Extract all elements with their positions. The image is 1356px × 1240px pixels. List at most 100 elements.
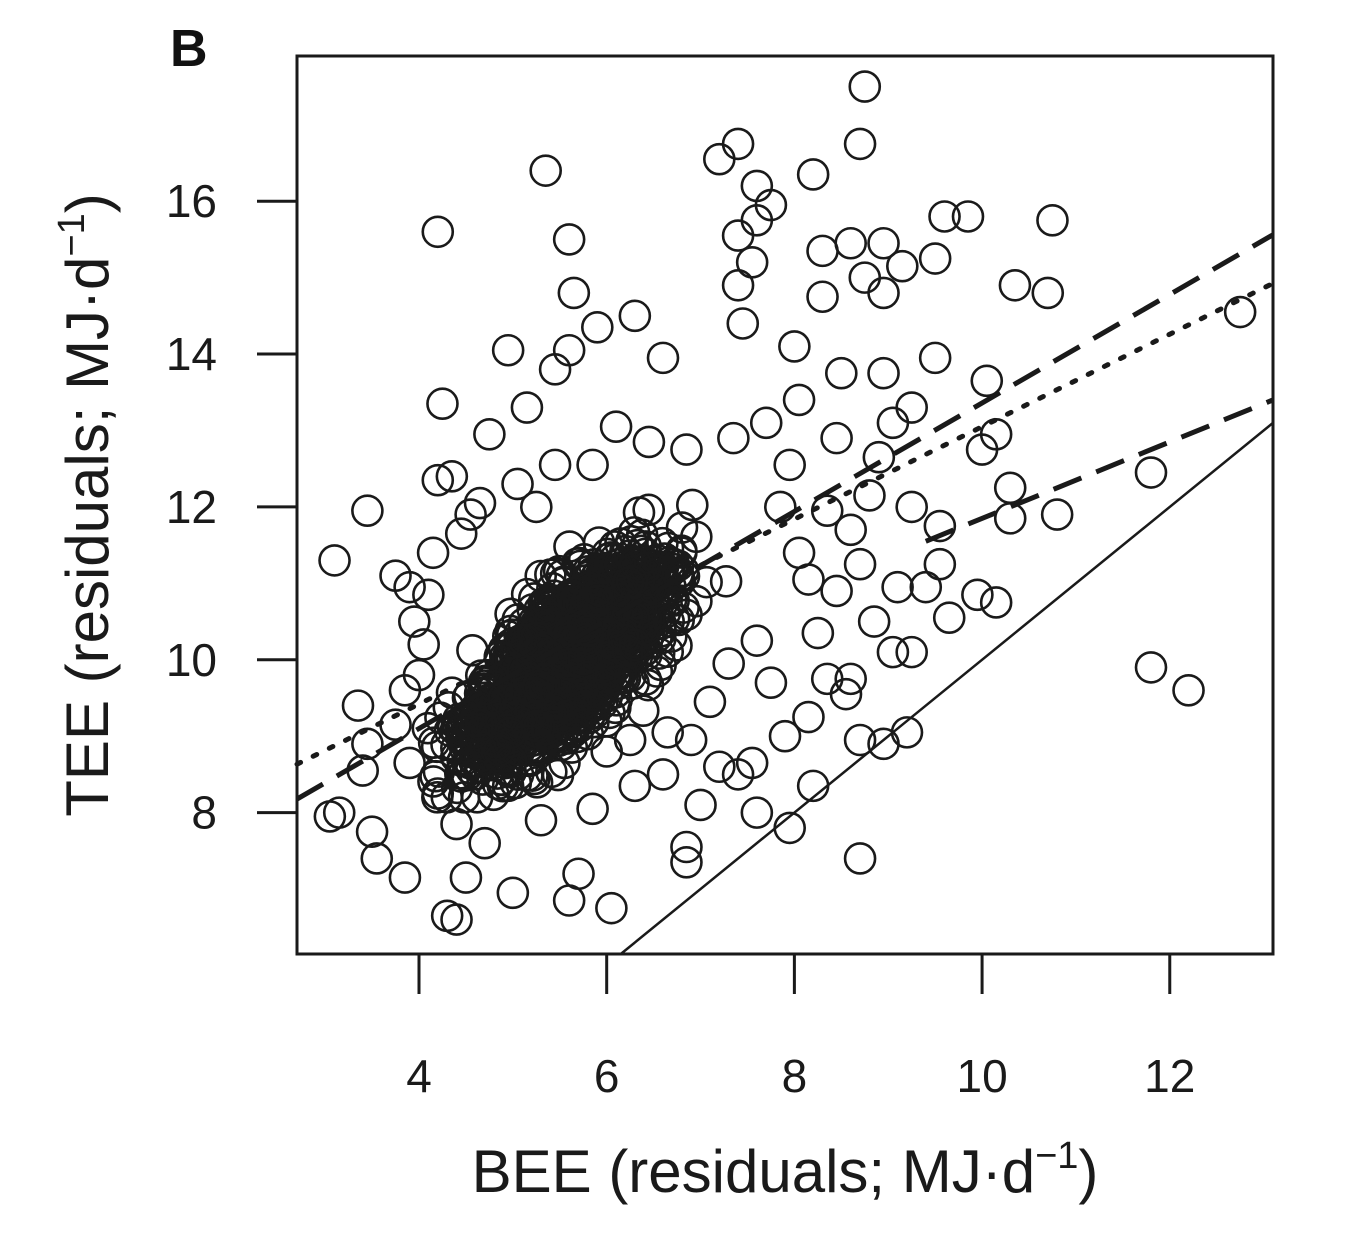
scatter-point xyxy=(834,513,867,547)
reference-line-solid xyxy=(619,421,1274,955)
scatter-point xyxy=(754,666,788,699)
x-axis: 4 6 8 10 12 xyxy=(406,954,1195,1102)
y-tick-label: 8 xyxy=(191,787,217,839)
scatter-point xyxy=(778,330,811,363)
scatter-point xyxy=(322,796,356,829)
scatter-point xyxy=(393,570,426,604)
scatter-point xyxy=(1036,204,1069,237)
scatter-point xyxy=(670,845,703,879)
scatter-point xyxy=(853,479,886,512)
scatter-point xyxy=(951,200,985,233)
scatter-point xyxy=(568,686,601,720)
scatter-point xyxy=(599,410,633,443)
scatter-point xyxy=(674,723,708,757)
scatter-point xyxy=(721,219,755,252)
scatter-point xyxy=(529,154,562,187)
scatter-point xyxy=(867,226,900,260)
scatter-point xyxy=(595,891,628,925)
scatter-point xyxy=(735,246,769,279)
scatter-point xyxy=(881,570,914,604)
y-tick-label: 10 xyxy=(166,634,217,686)
scatter-point xyxy=(440,903,473,936)
reference-lines xyxy=(294,232,1276,955)
scatter-point xyxy=(848,261,882,294)
scatter-point xyxy=(388,861,422,894)
scatter-point xyxy=(703,750,736,784)
scatter-point xyxy=(676,488,709,522)
scatter-point xyxy=(801,616,835,650)
scatter-point xyxy=(867,727,900,761)
scatter-point xyxy=(918,341,952,375)
scatter-point xyxy=(587,551,621,585)
scatter-point xyxy=(796,158,830,191)
scatter-point xyxy=(411,711,445,745)
scatter-point xyxy=(496,876,530,910)
scatter-point xyxy=(909,570,943,604)
scatter-point xyxy=(537,579,571,612)
scatter-point xyxy=(545,701,579,735)
dense-point-cloud xyxy=(411,488,743,814)
scatter-point xyxy=(646,758,680,791)
scatter-point xyxy=(1223,295,1257,329)
scatter-point xyxy=(773,448,806,482)
scatter-point xyxy=(965,433,999,466)
scatter-point xyxy=(532,588,566,622)
scatter-point xyxy=(928,200,961,233)
scatter-point xyxy=(552,223,586,256)
scatter-point xyxy=(843,127,877,161)
scatter-point xyxy=(961,578,994,612)
scatter-point xyxy=(626,694,660,728)
scatter-point xyxy=(703,142,736,176)
scatter-point xyxy=(449,861,483,894)
scatter-point xyxy=(923,547,957,581)
scatter-point xyxy=(886,249,919,283)
scatter-point xyxy=(398,605,431,638)
scatter-point xyxy=(1134,456,1168,489)
scatter-point xyxy=(651,531,685,565)
scatter-point xyxy=(341,689,375,722)
scatter-point xyxy=(529,585,563,619)
scatter-point xyxy=(524,803,558,837)
scatter-point xyxy=(521,669,555,703)
scatter-point xyxy=(571,625,604,658)
scatter-point xyxy=(749,406,783,440)
scatter-point xyxy=(590,735,623,768)
y-tick-label: 12 xyxy=(166,481,217,533)
scatter-point xyxy=(876,406,910,440)
scatter-point xyxy=(501,467,534,501)
scatter-point xyxy=(721,268,755,302)
scatter-point xyxy=(538,353,572,386)
scatter-point xyxy=(572,660,605,694)
scatter-point xyxy=(550,722,584,755)
scatter-point xyxy=(491,333,525,367)
scatter-point xyxy=(806,280,839,314)
x-tick-label: 4 xyxy=(406,1050,432,1102)
scatter-point xyxy=(548,746,581,780)
scatter-point xyxy=(970,364,1004,398)
scatter-point xyxy=(510,391,544,424)
scatter-point xyxy=(740,796,774,829)
scatter-point xyxy=(693,685,727,719)
scatter-point xyxy=(923,509,957,543)
scatter-point xyxy=(895,490,928,524)
scatter-point xyxy=(557,276,591,310)
scatter-point xyxy=(782,383,816,417)
scatter-point xyxy=(421,777,455,810)
scatter-point xyxy=(895,635,928,669)
scatter-point xyxy=(435,460,469,493)
scatter-point xyxy=(726,307,760,340)
scatter-point xyxy=(660,629,693,662)
scatter-point xyxy=(524,672,558,706)
scatter-point xyxy=(1134,651,1168,684)
scatter-point xyxy=(662,603,696,637)
reference-line-dashed xyxy=(924,397,1274,544)
scatter-point xyxy=(512,662,545,695)
scatter-point xyxy=(862,440,896,474)
scatter-point xyxy=(360,842,394,875)
scatter-point xyxy=(740,624,774,657)
scatter-point xyxy=(538,448,572,482)
scatter-point xyxy=(1040,498,1074,531)
scatter-point xyxy=(412,578,445,612)
reference-line-dotted xyxy=(294,280,1276,767)
scatter-point xyxy=(806,234,839,268)
